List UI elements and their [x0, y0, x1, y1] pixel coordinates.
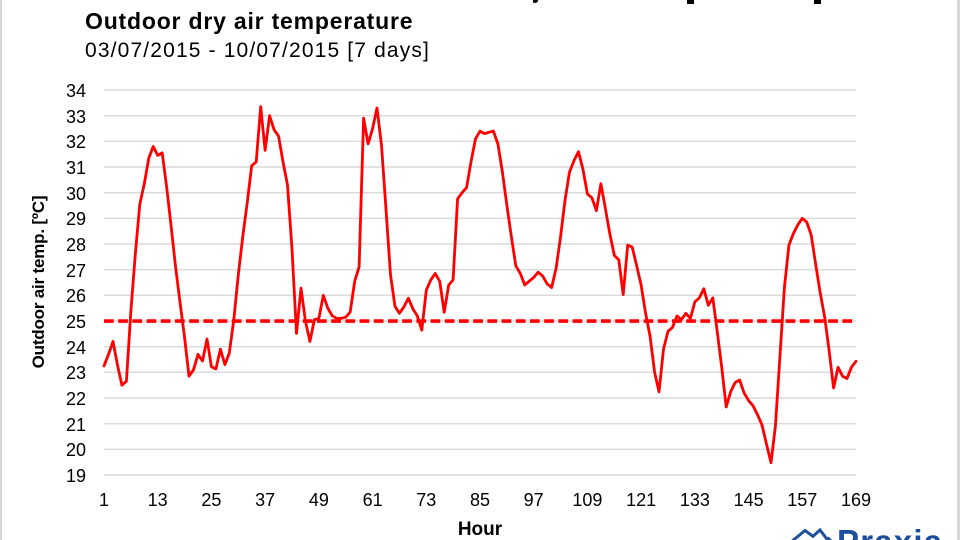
svg-text:Praxia: Praxia	[837, 523, 943, 540]
